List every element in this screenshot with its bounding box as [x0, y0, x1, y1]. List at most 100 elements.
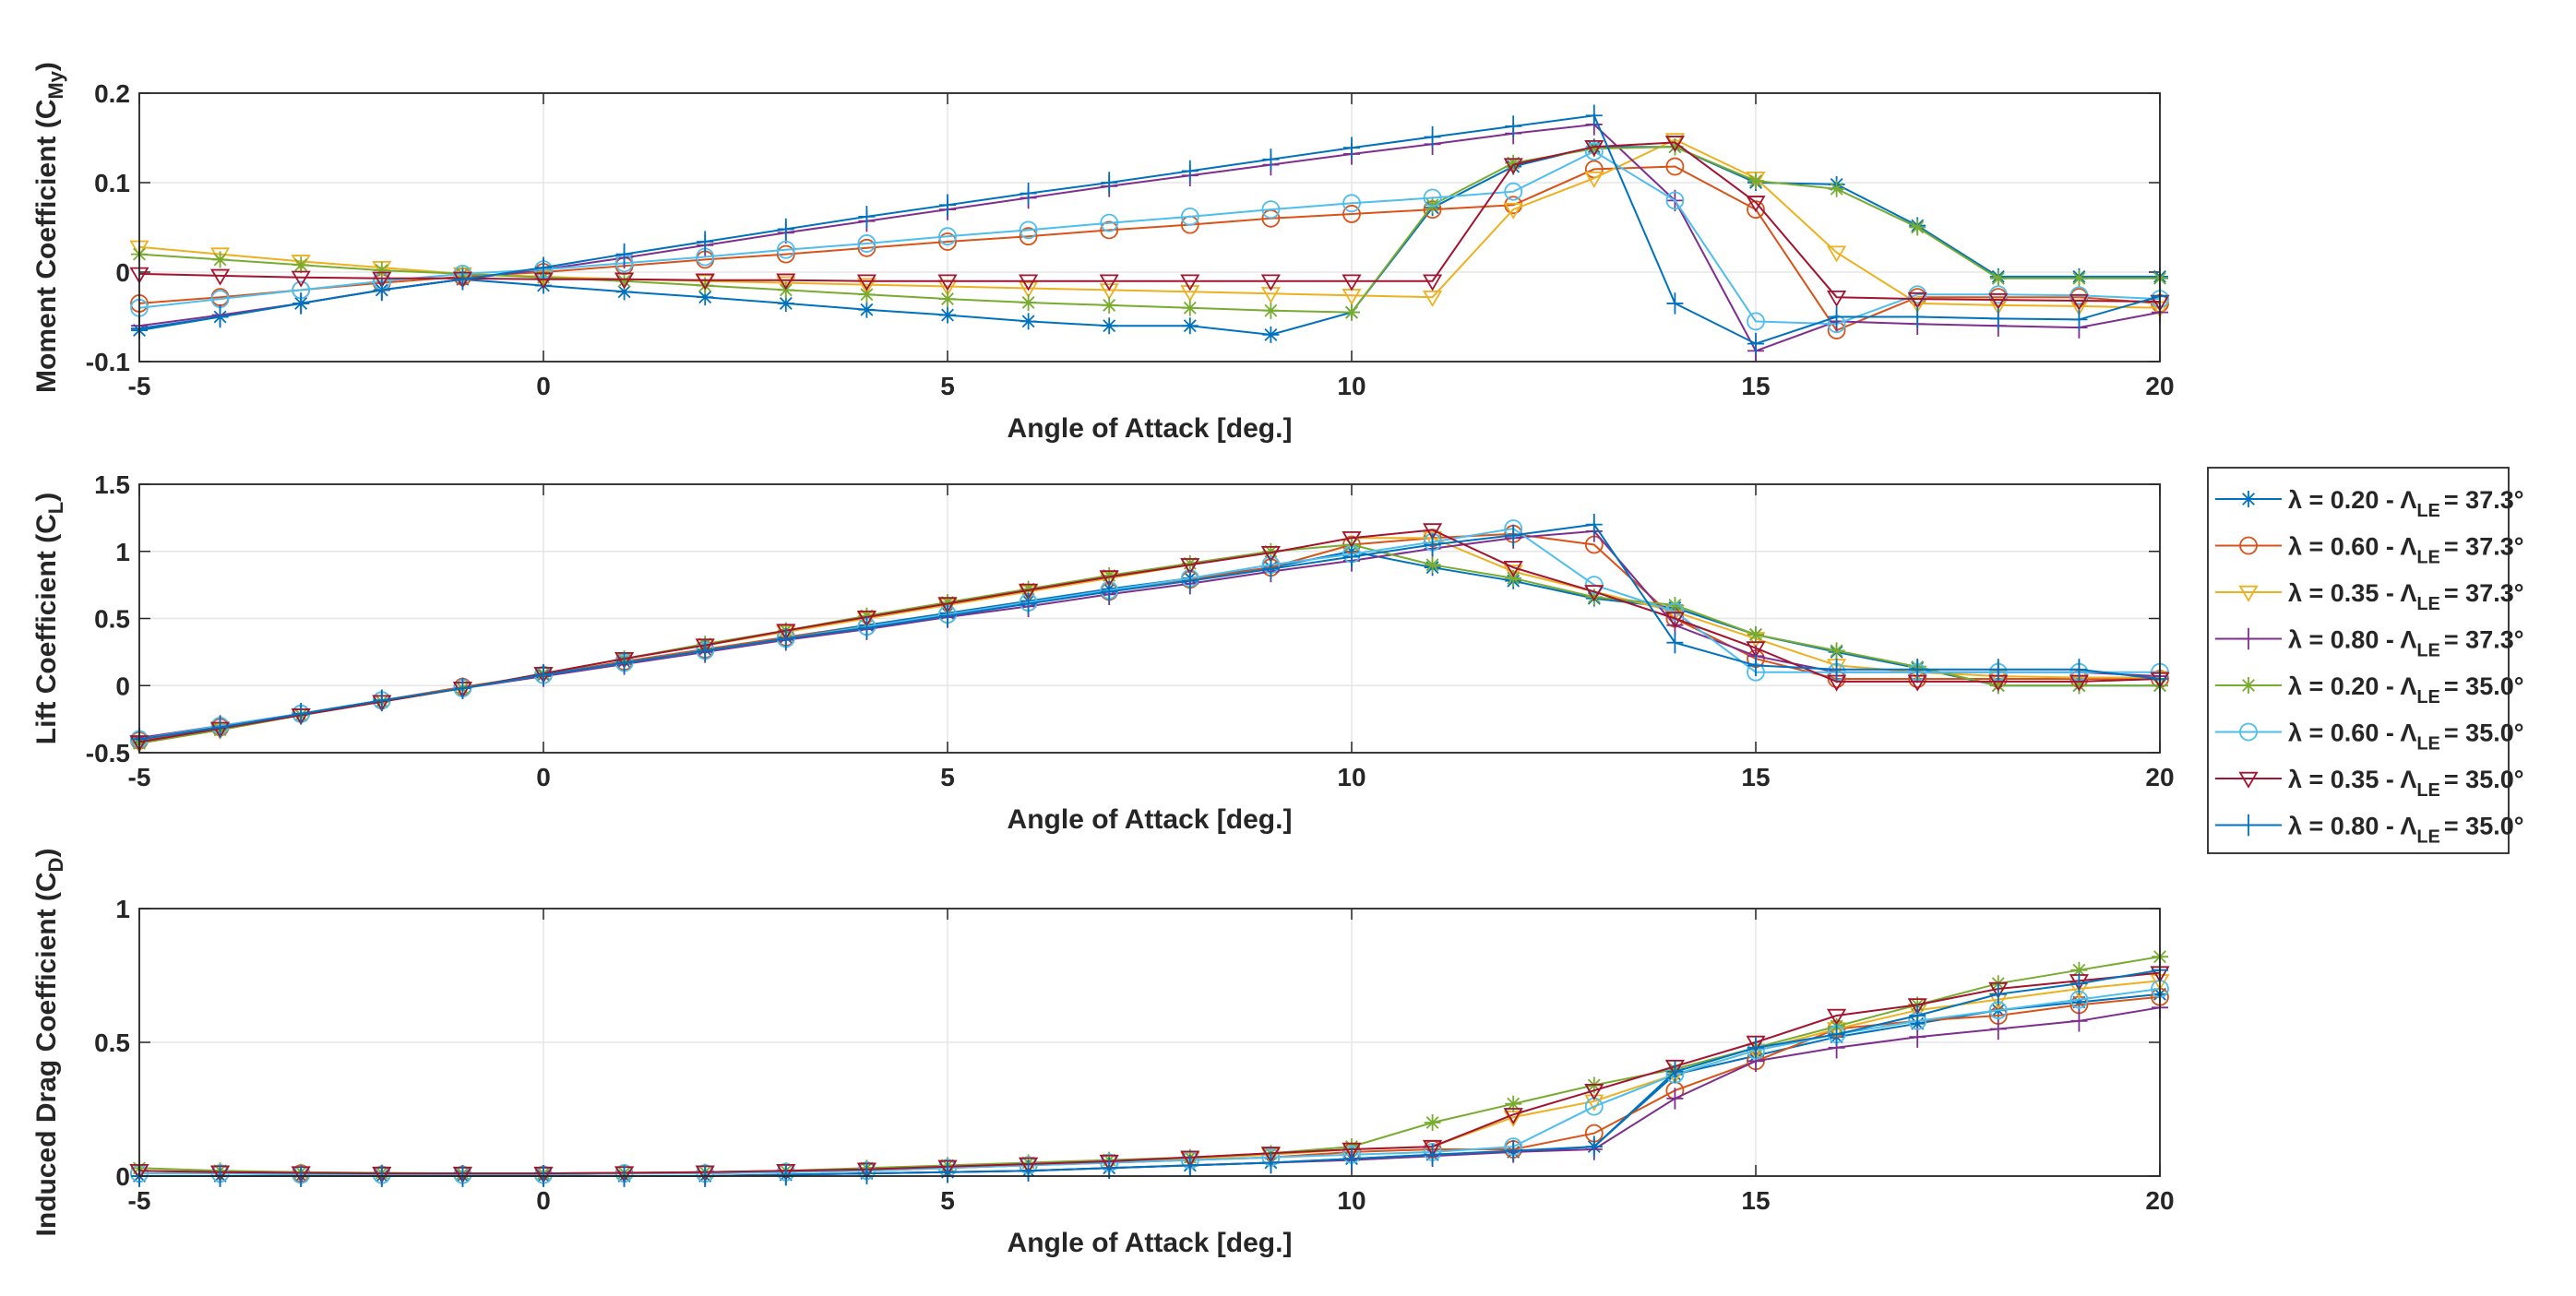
data-point	[1423, 531, 1443, 548]
data-point	[1262, 326, 1280, 343]
data-point	[695, 273, 715, 291]
data-point	[1747, 332, 1764, 355]
data-point	[1828, 642, 1845, 660]
data-point	[2070, 972, 2088, 994]
legend-marker-plus-icon	[2240, 814, 2257, 837]
data-point	[1664, 612, 1685, 629]
y-axis-label: Moment Coefficient (CMy)	[31, 62, 67, 393]
y-tick-label: 1	[115, 895, 130, 923]
data-point	[210, 268, 231, 286]
data-point	[1665, 191, 1685, 210]
data-point	[1181, 1154, 1199, 1177]
data-point	[1020, 293, 1037, 311]
data-point	[535, 663, 552, 686]
x-tick-label: 20	[2145, 1186, 2174, 1215]
legend-entry: λ = 0.60 - ΛLE = 35.0°	[2215, 719, 2524, 755]
data-point	[1424, 196, 1441, 214]
axes-box	[138, 483, 2161, 754]
data-point	[211, 251, 229, 268]
legend-entry: λ = 0.35 - ΛLE = 37.3°	[2215, 579, 2524, 614]
data-point	[1828, 180, 1845, 197]
legend-subscript: LE	[2416, 641, 2440, 661]
legend-box	[2207, 467, 2510, 854]
data-point	[1260, 546, 1281, 563]
data-point	[1101, 296, 1118, 314]
y-axis-label: Induced Drag Coefficient (CD)	[31, 849, 67, 1237]
data-point	[1019, 1157, 1039, 1174]
data-point	[697, 231, 714, 253]
data-point	[1180, 207, 1199, 226]
data-point	[1019, 281, 1039, 299]
data-point	[1342, 531, 1362, 548]
legend-label: λ = 0.60 - ΛLE = 35.0°	[2288, 719, 2524, 755]
data-point	[1665, 602, 1685, 622]
data-point	[776, 244, 795, 264]
data-point	[1828, 305, 1845, 328]
subplot-2: -5 0 5 10 15 20 -0.5 0 0.5 1 1.5 Angle of Attack [d…	[31, 470, 2175, 835]
x-tick-label: 15	[1741, 372, 1770, 400]
data-point	[291, 270, 311, 288]
legend-sweep: = 35.0°	[2444, 672, 2524, 700]
legend-subscript: LE	[2416, 548, 2440, 568]
data-point	[1424, 1144, 1441, 1166]
data-point	[1988, 292, 2009, 310]
data-point	[1343, 545, 1360, 568]
data-point	[1665, 157, 1685, 176]
data-point	[1909, 219, 1926, 236]
legend-marker-triangle-down-icon	[2238, 771, 2259, 789]
data-point	[1746, 1035, 1766, 1052]
x-tick-label: -5	[128, 372, 151, 400]
y-axis-label-end: )	[31, 849, 62, 858]
legend-subscript: LE	[2416, 687, 2440, 707]
data-point	[1181, 570, 1199, 592]
data-point	[1827, 290, 1847, 307]
data-point	[1343, 303, 1360, 321]
legend-lambda: λ = 0.60 - Λ	[2288, 533, 2416, 561]
x-axis-label: Angle of Attack [deg.]	[1008, 804, 1293, 835]
data-point	[1101, 172, 1118, 194]
data-point	[292, 256, 310, 274]
data-point	[454, 268, 471, 291]
series-5	[131, 138, 2168, 321]
legend-lambda: λ = 0.80 - Λ	[2288, 626, 2416, 654]
series-line	[138, 165, 2161, 332]
data-point	[856, 610, 877, 627]
legend-lambda: λ = 0.35 - Λ	[2288, 766, 2416, 793]
data-point	[1180, 1150, 1200, 1168]
data-point	[1503, 565, 1523, 582]
data-point	[939, 594, 956, 612]
data-point	[1585, 140, 1603, 158]
series-line	[138, 523, 2161, 741]
data-point	[1828, 1023, 1845, 1045]
data-point	[2070, 961, 2088, 979]
data-point	[292, 703, 310, 725]
data-point	[1505, 1139, 1522, 1162]
data-point	[858, 286, 876, 303]
legend-sweep: = 37.3°	[2444, 486, 2524, 514]
data-point	[292, 292, 310, 315]
legend-subscript: LE	[2416, 780, 2440, 801]
legend-marker-asterisk-icon	[2240, 677, 2257, 694]
data-point	[1343, 137, 1360, 159]
data-point	[1907, 998, 1927, 1016]
data-point	[1260, 274, 1281, 291]
legend-lambda: λ = 0.60 - Λ	[2288, 719, 2416, 747]
data-point	[1019, 274, 1039, 291]
data-point	[939, 1160, 956, 1183]
x-tick-label: 15	[1741, 763, 1770, 791]
y-tick-label: 0	[115, 258, 130, 287]
legend-label: λ = 0.80 - ΛLE = 37.3°	[2288, 626, 2524, 661]
y-tick-label: 0.2	[94, 79, 130, 108]
data-point	[2070, 308, 2088, 331]
data-point	[1101, 580, 1118, 603]
data-point	[777, 218, 794, 241]
data-point	[777, 1163, 794, 1186]
data-point	[1746, 196, 1766, 213]
data-point	[1747, 312, 1765, 331]
data-point	[1664, 136, 1685, 153]
y-axis-label: Lift Coefficient (CL)	[31, 493, 67, 744]
data-point	[1423, 274, 1443, 291]
series-8	[131, 513, 2168, 751]
data-point	[1505, 115, 1522, 137]
data-point	[1423, 523, 1443, 541]
